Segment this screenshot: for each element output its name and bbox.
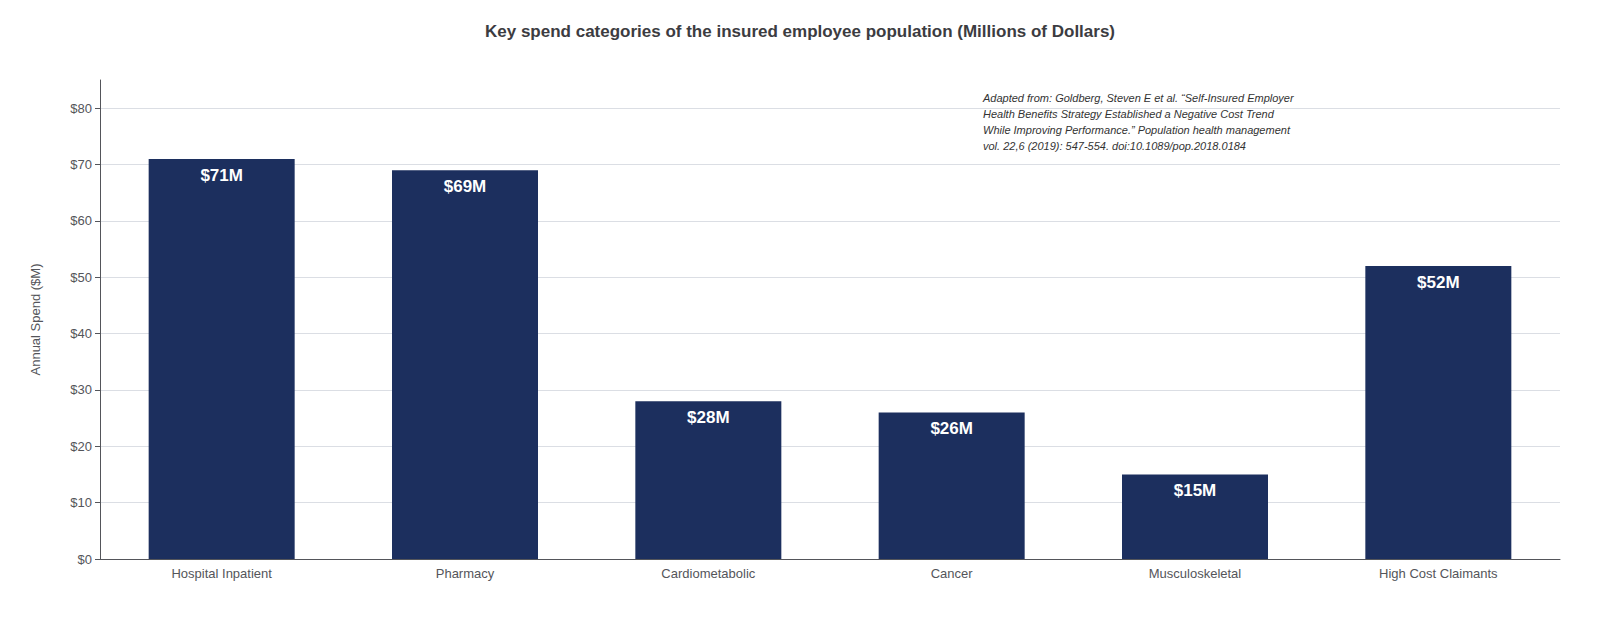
svg-text:High Cost Claimants: High Cost Claimants [1379,566,1498,581]
svg-text:$10: $10 [70,495,92,510]
svg-text:$20: $20 [70,439,92,454]
svg-text:Hospital Inpatient: Hospital Inpatient [171,566,272,581]
svg-text:$70: $70 [70,157,92,172]
svg-text:$40: $40 [70,326,92,341]
svg-text:$0: $0 [78,552,92,567]
svg-text:Cardiometabolic: Cardiometabolic [661,566,755,581]
svg-text:Health Benefits Strategy Estab: Health Benefits Strategy Established a N… [983,108,1275,120]
svg-text:Adapted from: Goldberg, Steven: Adapted from: Goldberg, Steven E et al. … [982,92,1295,104]
svg-text:$15M: $15M [1174,481,1217,500]
svg-text:Cancer: Cancer [931,566,974,581]
svg-text:$28M: $28M [687,408,730,427]
svg-text:$50: $50 [70,270,92,285]
svg-text:Pharmacy: Pharmacy [436,566,495,581]
svg-text:$60: $60 [70,213,92,228]
svg-text:$71M: $71M [200,166,243,185]
svg-text:$52M: $52M [1417,273,1460,292]
svg-text:vol. 22,6 (2019): 547-554. doi: vol. 22,6 (2019): 547-554. doi:10.1089/p… [983,140,1246,152]
svg-text:$30: $30 [70,382,92,397]
svg-text:While Improving Performance.”: While Improving Performance.” Population… [983,124,1291,136]
svg-text:$80: $80 [70,101,92,116]
svg-text:Annual Spend ($M): Annual Spend ($M) [28,263,43,375]
svg-text:Key spend categories of the in: Key spend categories of the insured empl… [485,22,1115,41]
svg-text:$69M: $69M [444,177,487,196]
svg-text:Musculoskeletal: Musculoskeletal [1149,566,1242,581]
svg-text:$26M: $26M [930,419,973,438]
